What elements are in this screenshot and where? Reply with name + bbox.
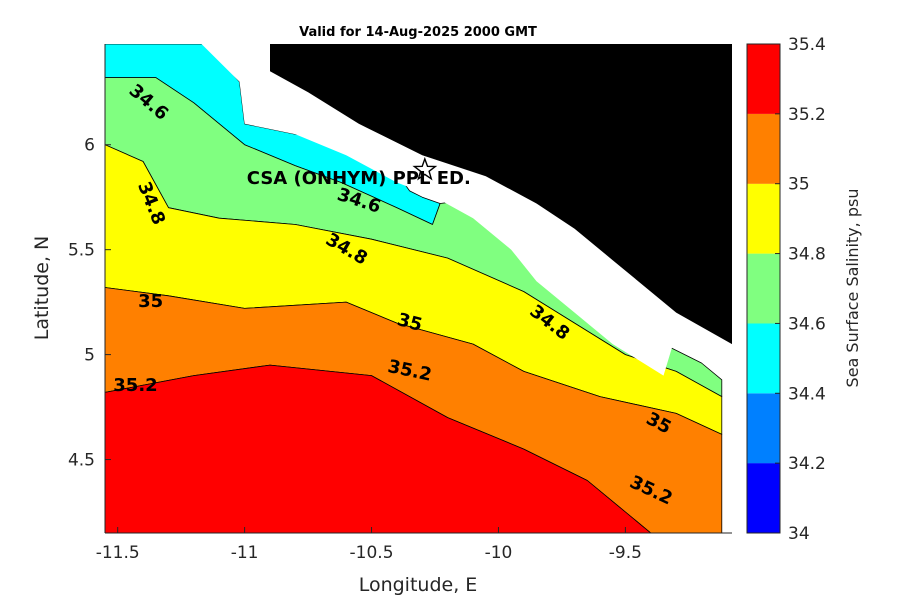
colorbar-title: Sea Surface Salinity, psu <box>843 189 862 388</box>
x-tick-label: -9.5 <box>609 543 642 563</box>
no-data-region-0 <box>201 44 677 376</box>
colorbar-swatch <box>747 113 780 184</box>
colorbar-swatch <box>747 393 780 464</box>
x-tick-label: -11.5 <box>96 543 140 563</box>
colorbar-tick-label: 34 <box>788 524 810 544</box>
y-axis-title: Latitude, N <box>31 236 53 341</box>
colorbar-swatch <box>747 253 780 324</box>
colorbar-tick-label: 35.4 <box>788 35 826 55</box>
station-label: CSA (ONHYM) PPL ED. <box>247 168 471 189</box>
y-tick-label: 5.5 <box>68 241 95 261</box>
y-tick-label: 6 <box>84 136 95 156</box>
plot-area <box>105 44 732 533</box>
colorbar-swatch <box>747 323 780 394</box>
chart-title: Valid for 14-Aug-2025 2000 GMT <box>299 25 537 40</box>
land-region-0 <box>270 44 732 345</box>
y-tick-label: 5 <box>84 346 95 366</box>
x-axis-title: Longitude, E <box>359 574 478 596</box>
y-axis: 4.5 5 5.5 6 <box>68 44 111 533</box>
colorbar-tick-label: 35.2 <box>788 105 826 125</box>
contour-label-8: 35.2 <box>113 375 157 396</box>
colorbar-swatch <box>747 183 780 254</box>
contour-label-5: 35 <box>138 291 163 312</box>
colorbar: 34 34.2 34.4 34.6 34.8 35 35.2 35.4 <box>746 35 826 544</box>
colorbar-tick-label: 34.2 <box>788 454 826 474</box>
colorbar-tick-label: 34.6 <box>788 314 826 334</box>
colorbar-tick-label: 34.8 <box>788 245 826 265</box>
x-tick-label: -10.5 <box>350 543 394 563</box>
colorbar-frame <box>746 43 781 534</box>
x-axis: -11.5 -11 -10.5 -10 -9.5 <box>96 527 732 563</box>
x-tick-label: -10 <box>485 543 513 563</box>
x-tick-label: -11 <box>231 543 259 563</box>
colorbar-swatch <box>747 463 780 533</box>
colorbar-tick-label: 34.4 <box>788 384 826 404</box>
station-star-icon <box>412 156 438 181</box>
station-marker-group: CSA (ONHYM) PPL ED. <box>247 156 471 189</box>
colorbar-tick-label: 35 <box>788 175 810 195</box>
y-tick-label: 4.5 <box>68 451 95 471</box>
colorbar-swatch <box>747 44 780 114</box>
salinity-band-7 <box>105 364 652 533</box>
